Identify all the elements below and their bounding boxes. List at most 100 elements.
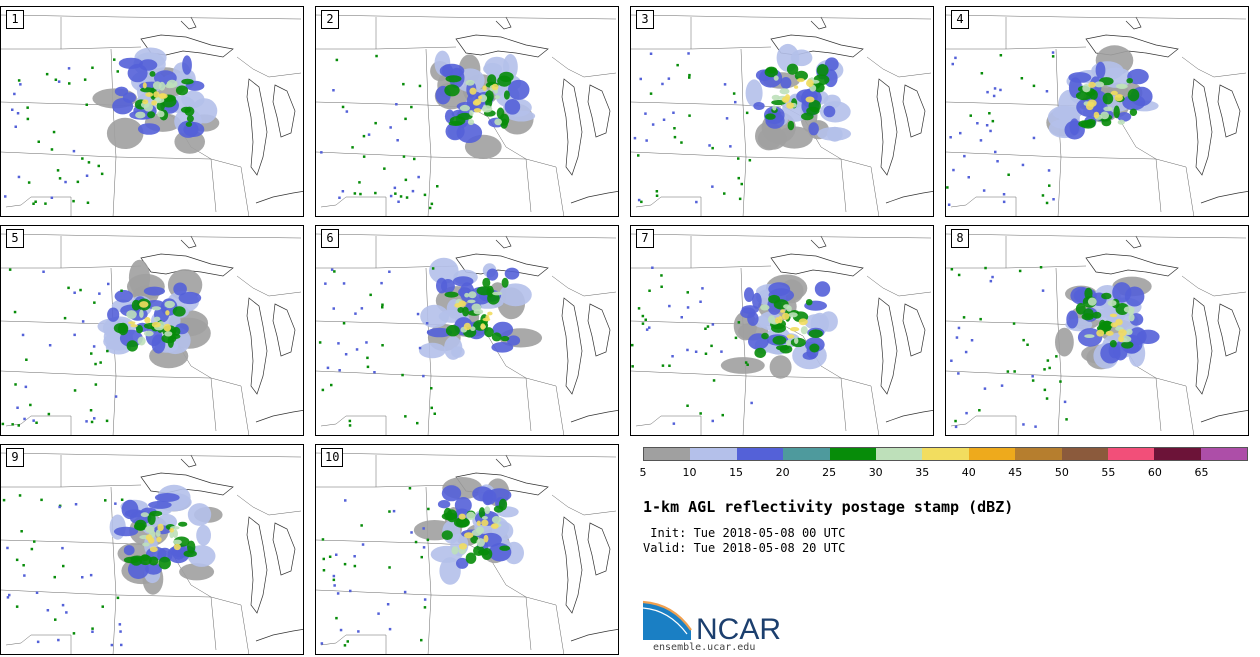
echo-cell [91,66,94,69]
echo-cell [380,281,383,285]
echo-cell [381,306,384,309]
echo-cell [425,322,429,325]
echo-cell [392,509,396,513]
echo-cell [85,174,89,177]
echo-cell [36,640,40,644]
echo-cell [375,54,378,58]
echo-cell [686,348,689,352]
echo-cell [72,199,75,203]
echo-cell [369,293,372,297]
echo-cell [1046,359,1050,362]
echo-blob [458,513,466,520]
echo-blob [805,299,813,306]
echo-cell [989,279,993,283]
echo-blob [444,84,460,97]
echo-blob [151,100,158,106]
stamp-panel-4: 4 [945,6,1249,217]
colorbar-swatch [644,448,691,460]
echo-cell [24,385,28,389]
reflectivity-map [1,233,303,435]
member-label: 8 [951,229,969,248]
echo-cell [46,609,50,612]
echo-blob [155,529,161,537]
echo-blob [456,557,469,569]
echo-cell [342,282,346,285]
echo-blob [165,310,170,316]
echo-blob [149,71,156,77]
echo-blob [459,104,470,112]
echo-cell [673,127,676,130]
echo-cell [970,339,974,342]
echo-cell [330,383,333,387]
echo-blob [126,340,138,352]
echo-blob [163,323,172,332]
echo-cell [418,84,422,88]
echo-blob [181,78,194,85]
echo-cell [58,505,61,509]
echo-blob [467,299,476,304]
echo-cell [57,80,61,83]
echo-blob [143,103,154,112]
echo-blob [437,500,451,509]
echo-blob [464,532,474,539]
echo-blob [745,79,763,107]
echo-cell [980,72,984,75]
echo-blob [797,78,805,83]
echo-cell [343,644,347,647]
echo-cell [15,605,19,608]
echo-blob [113,526,139,537]
echo-cell [982,189,986,192]
echo-blob [140,512,149,518]
echo-cell [737,321,741,324]
echo-cell [90,352,93,355]
echo-cell [701,287,704,290]
echo-cell [404,415,407,418]
echo-blob [771,99,786,106]
echo-cell [402,82,405,86]
echo-blob [429,257,459,284]
echo-blob [794,337,799,344]
echo-blob [1095,61,1106,79]
echo-cell [680,141,683,144]
echo-cell [116,70,119,73]
echo-cell [61,546,64,550]
echo-cell [402,155,406,158]
echo-cell [389,194,393,198]
echo-blob [181,90,205,109]
echo-cell [354,312,357,315]
echo-cell [321,388,325,392]
member-label: 5 [6,229,24,248]
echo-cell [963,154,966,158]
echo-blob [794,70,808,81]
echo-blob [487,488,512,502]
echo-blob [1110,322,1118,328]
echo-cell [6,546,9,550]
echo-cell [113,58,116,61]
echo-blob [805,96,815,103]
member-label: 6 [321,229,339,248]
echo-blob [1118,329,1127,337]
echo-cell [64,180,67,184]
echo-blob [444,291,459,298]
echo-cell [436,185,439,188]
echo-cell [428,206,432,210]
echo-cell [648,326,651,329]
echo-blob [764,67,778,78]
echo-cell [318,341,322,344]
echo-cell [388,566,391,569]
echo-cell [54,618,57,621]
echo-blob [457,112,473,121]
echo-cell [1000,384,1004,387]
echo-blob [418,342,446,359]
echo-cell [1052,198,1055,201]
echo-blob [779,88,790,95]
echo-cell [346,640,349,643]
echo-cell [1031,375,1034,378]
echo-cell [360,307,364,310]
echo-cell [686,306,690,309]
echo-cell [1041,194,1045,197]
echo-cell [83,78,87,81]
echo-cell [362,155,366,158]
echo-cell [1063,400,1067,404]
echo-blob [1118,335,1124,343]
